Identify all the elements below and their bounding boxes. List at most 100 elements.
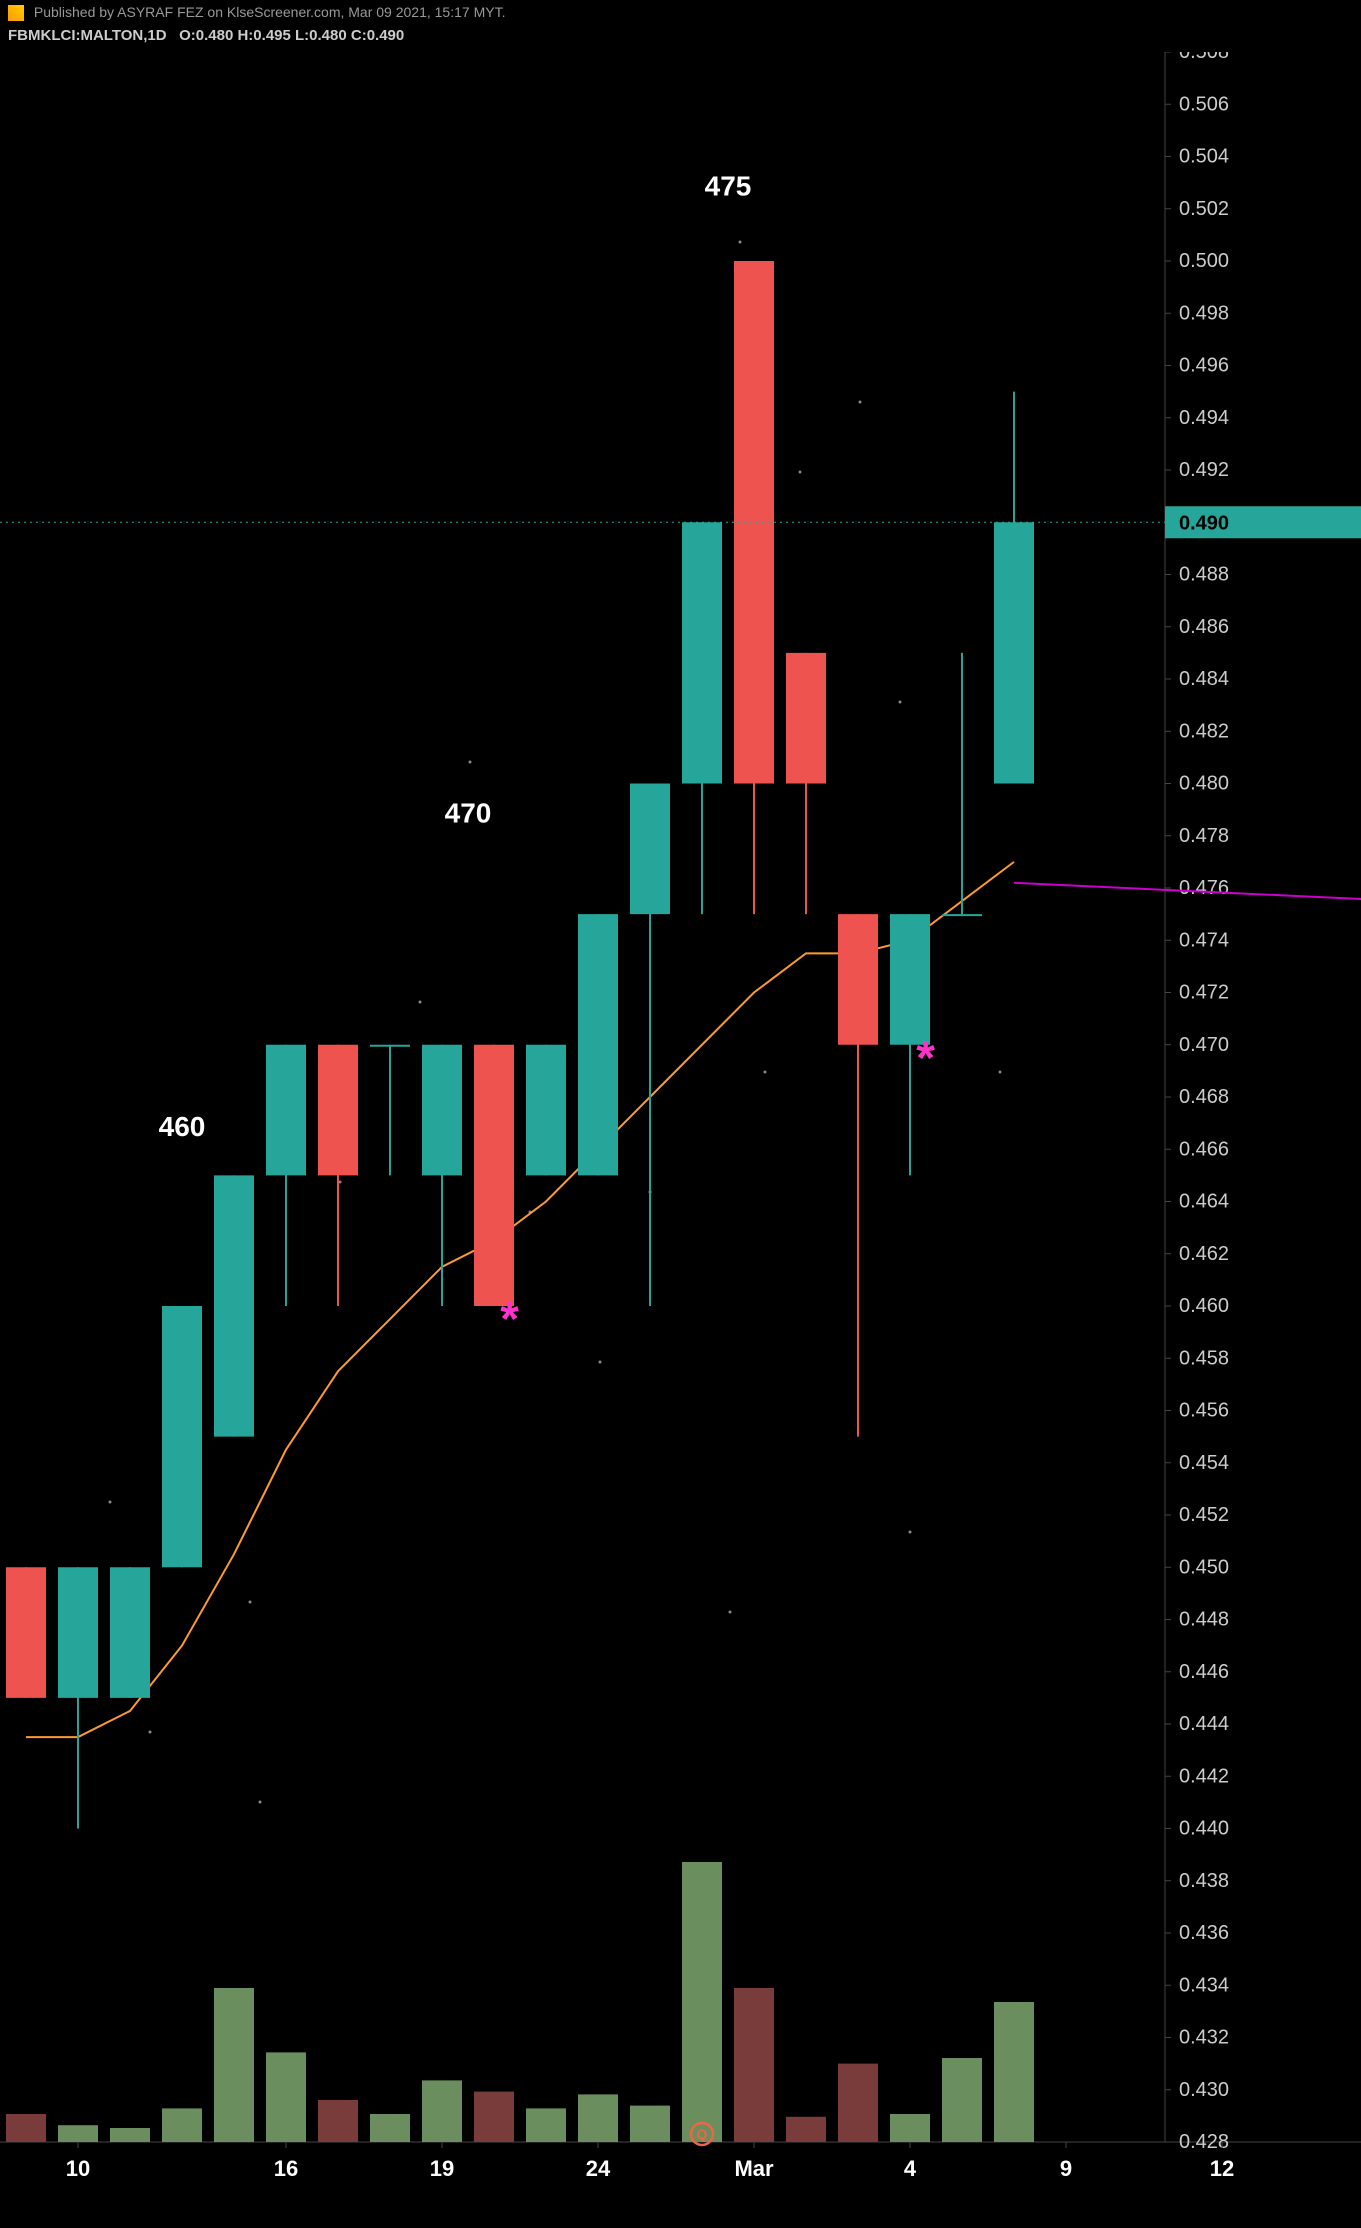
signal-marker: * xyxy=(500,1293,519,1346)
ohlc-text: O:0.480 H:0.495 L:0.480 C:0.490 xyxy=(179,27,404,44)
annotation-label: 475 xyxy=(705,171,752,202)
svg-text:0.446: 0.446 xyxy=(1179,1661,1229,1683)
candle[interactable] xyxy=(630,784,670,915)
volume-bar xyxy=(110,2128,150,2142)
candle[interactable] xyxy=(526,1045,566,1176)
svg-text:0.462: 0.462 xyxy=(1179,1243,1229,1265)
svg-text:0.500: 0.500 xyxy=(1179,250,1229,272)
candle[interactable] xyxy=(370,1045,410,1047)
volume-bar xyxy=(58,2125,98,2142)
svg-text:0.498: 0.498 xyxy=(1179,302,1229,324)
svg-text:0.490: 0.490 xyxy=(1179,512,1229,534)
candle[interactable] xyxy=(318,1045,358,1176)
volume-bar xyxy=(162,2108,202,2142)
volume-bar xyxy=(318,2100,358,2142)
volume-bar xyxy=(214,1988,254,2142)
svg-text:4: 4 xyxy=(904,2156,917,2181)
candlestick-chart[interactable]: 0.4280.4300.4320.4340.4360.4380.4400.442… xyxy=(0,52,1361,2228)
volume-bar xyxy=(474,2092,514,2142)
svg-text:0.438: 0.438 xyxy=(1179,1870,1229,1892)
svg-text:0.492: 0.492 xyxy=(1179,459,1229,481)
svg-text:0.502: 0.502 xyxy=(1179,198,1229,220)
svg-text:Q: Q xyxy=(697,2126,708,2142)
candle[interactable] xyxy=(942,914,982,916)
svg-text:0.468: 0.468 xyxy=(1179,1086,1229,1108)
svg-text:0.436: 0.436 xyxy=(1179,1922,1229,1944)
svg-text:0.454: 0.454 xyxy=(1179,1452,1229,1474)
svg-text:0.506: 0.506 xyxy=(1179,93,1229,115)
svg-text:0.480: 0.480 xyxy=(1179,773,1229,795)
volume-bar xyxy=(422,2080,462,2142)
candle[interactable] xyxy=(786,653,826,784)
candle[interactable] xyxy=(110,1567,150,1698)
candle[interactable] xyxy=(422,1045,462,1176)
svg-text:0.470: 0.470 xyxy=(1179,1034,1229,1056)
svg-text:0.504: 0.504 xyxy=(1179,146,1229,168)
volume-bar xyxy=(578,2094,618,2142)
volume-bar xyxy=(6,2114,46,2142)
volume-bar xyxy=(994,2002,1034,2142)
symbol-text: FBMKLCI:MALTON,1D xyxy=(8,27,167,44)
svg-text:0.484: 0.484 xyxy=(1179,668,1229,690)
volume-bar xyxy=(734,1988,774,2142)
svg-text:0.460: 0.460 xyxy=(1179,1295,1229,1317)
candle[interactable] xyxy=(474,1045,514,1306)
svg-text:0.442: 0.442 xyxy=(1179,1765,1229,1787)
volume-bar xyxy=(370,2114,410,2142)
svg-text:0.478: 0.478 xyxy=(1179,825,1229,847)
svg-text:0.494: 0.494 xyxy=(1179,407,1229,429)
candle[interactable] xyxy=(162,1306,202,1567)
published-line: Published by ASYRAF FEZ on KlseScreener.… xyxy=(0,0,1361,25)
svg-text:0.466: 0.466 xyxy=(1179,1138,1229,1160)
volume-bar xyxy=(786,2117,826,2142)
svg-text:0.434: 0.434 xyxy=(1179,1974,1229,1996)
volume-bar xyxy=(630,2106,670,2142)
svg-text:0.488: 0.488 xyxy=(1179,564,1229,586)
candle[interactable] xyxy=(58,1567,98,1698)
svg-text:24: 24 xyxy=(586,2156,611,2181)
signal-marker: * xyxy=(916,1032,935,1085)
svg-text:0.476: 0.476 xyxy=(1179,877,1229,899)
logo-icon xyxy=(8,5,24,21)
candle[interactable] xyxy=(890,914,930,1045)
published-text: Published by ASYRAF FEZ on KlseScreener.… xyxy=(34,4,506,20)
svg-text:10: 10 xyxy=(66,2156,90,2181)
svg-text:0.450: 0.450 xyxy=(1179,1556,1229,1578)
svg-text:16: 16 xyxy=(274,2156,298,2181)
candle[interactable] xyxy=(6,1567,46,1698)
symbol-line: FBMKLCI:MALTON,1D O:0.480 H:0.495 L:0.48… xyxy=(0,25,1361,46)
svg-text:0.482: 0.482 xyxy=(1179,720,1229,742)
svg-text:0.486: 0.486 xyxy=(1179,616,1229,638)
svg-text:0.472: 0.472 xyxy=(1179,982,1229,1004)
svg-text:19: 19 xyxy=(430,2156,454,2181)
svg-text:0.432: 0.432 xyxy=(1179,2027,1229,2049)
chart-header: Published by ASYRAF FEZ on KlseScreener.… xyxy=(0,0,1361,52)
svg-text:9: 9 xyxy=(1060,2156,1072,2181)
svg-text:0.474: 0.474 xyxy=(1179,929,1229,951)
svg-text:0.508: 0.508 xyxy=(1179,52,1229,63)
svg-text:12: 12 xyxy=(1210,2156,1234,2181)
svg-text:0.444: 0.444 xyxy=(1179,1713,1229,1735)
svg-text:0.464: 0.464 xyxy=(1179,1191,1229,1213)
volume-bar xyxy=(890,2114,930,2142)
svg-text:0.430: 0.430 xyxy=(1179,2079,1229,2101)
candle[interactable] xyxy=(682,522,722,783)
volume-bar xyxy=(682,1862,722,2142)
svg-text:0.456: 0.456 xyxy=(1179,1400,1229,1422)
svg-text:0.452: 0.452 xyxy=(1179,1504,1229,1526)
svg-text:0.448: 0.448 xyxy=(1179,1609,1229,1631)
svg-text:0.458: 0.458 xyxy=(1179,1347,1229,1369)
volume-bar xyxy=(266,2052,306,2142)
volume-bar xyxy=(838,2064,878,2142)
candle[interactable] xyxy=(214,1175,254,1436)
annotation-label: 460 xyxy=(159,1111,206,1142)
candle[interactable] xyxy=(266,1045,306,1176)
annotation-label: 470 xyxy=(445,798,492,829)
candle[interactable] xyxy=(578,914,618,1175)
svg-text:0.440: 0.440 xyxy=(1179,1818,1229,1840)
volume-bar xyxy=(526,2108,566,2142)
svg-text:Mar: Mar xyxy=(734,2156,774,2181)
candle[interactable] xyxy=(994,522,1034,783)
volume-bar xyxy=(942,2058,982,2142)
candle[interactable] xyxy=(838,914,878,1045)
